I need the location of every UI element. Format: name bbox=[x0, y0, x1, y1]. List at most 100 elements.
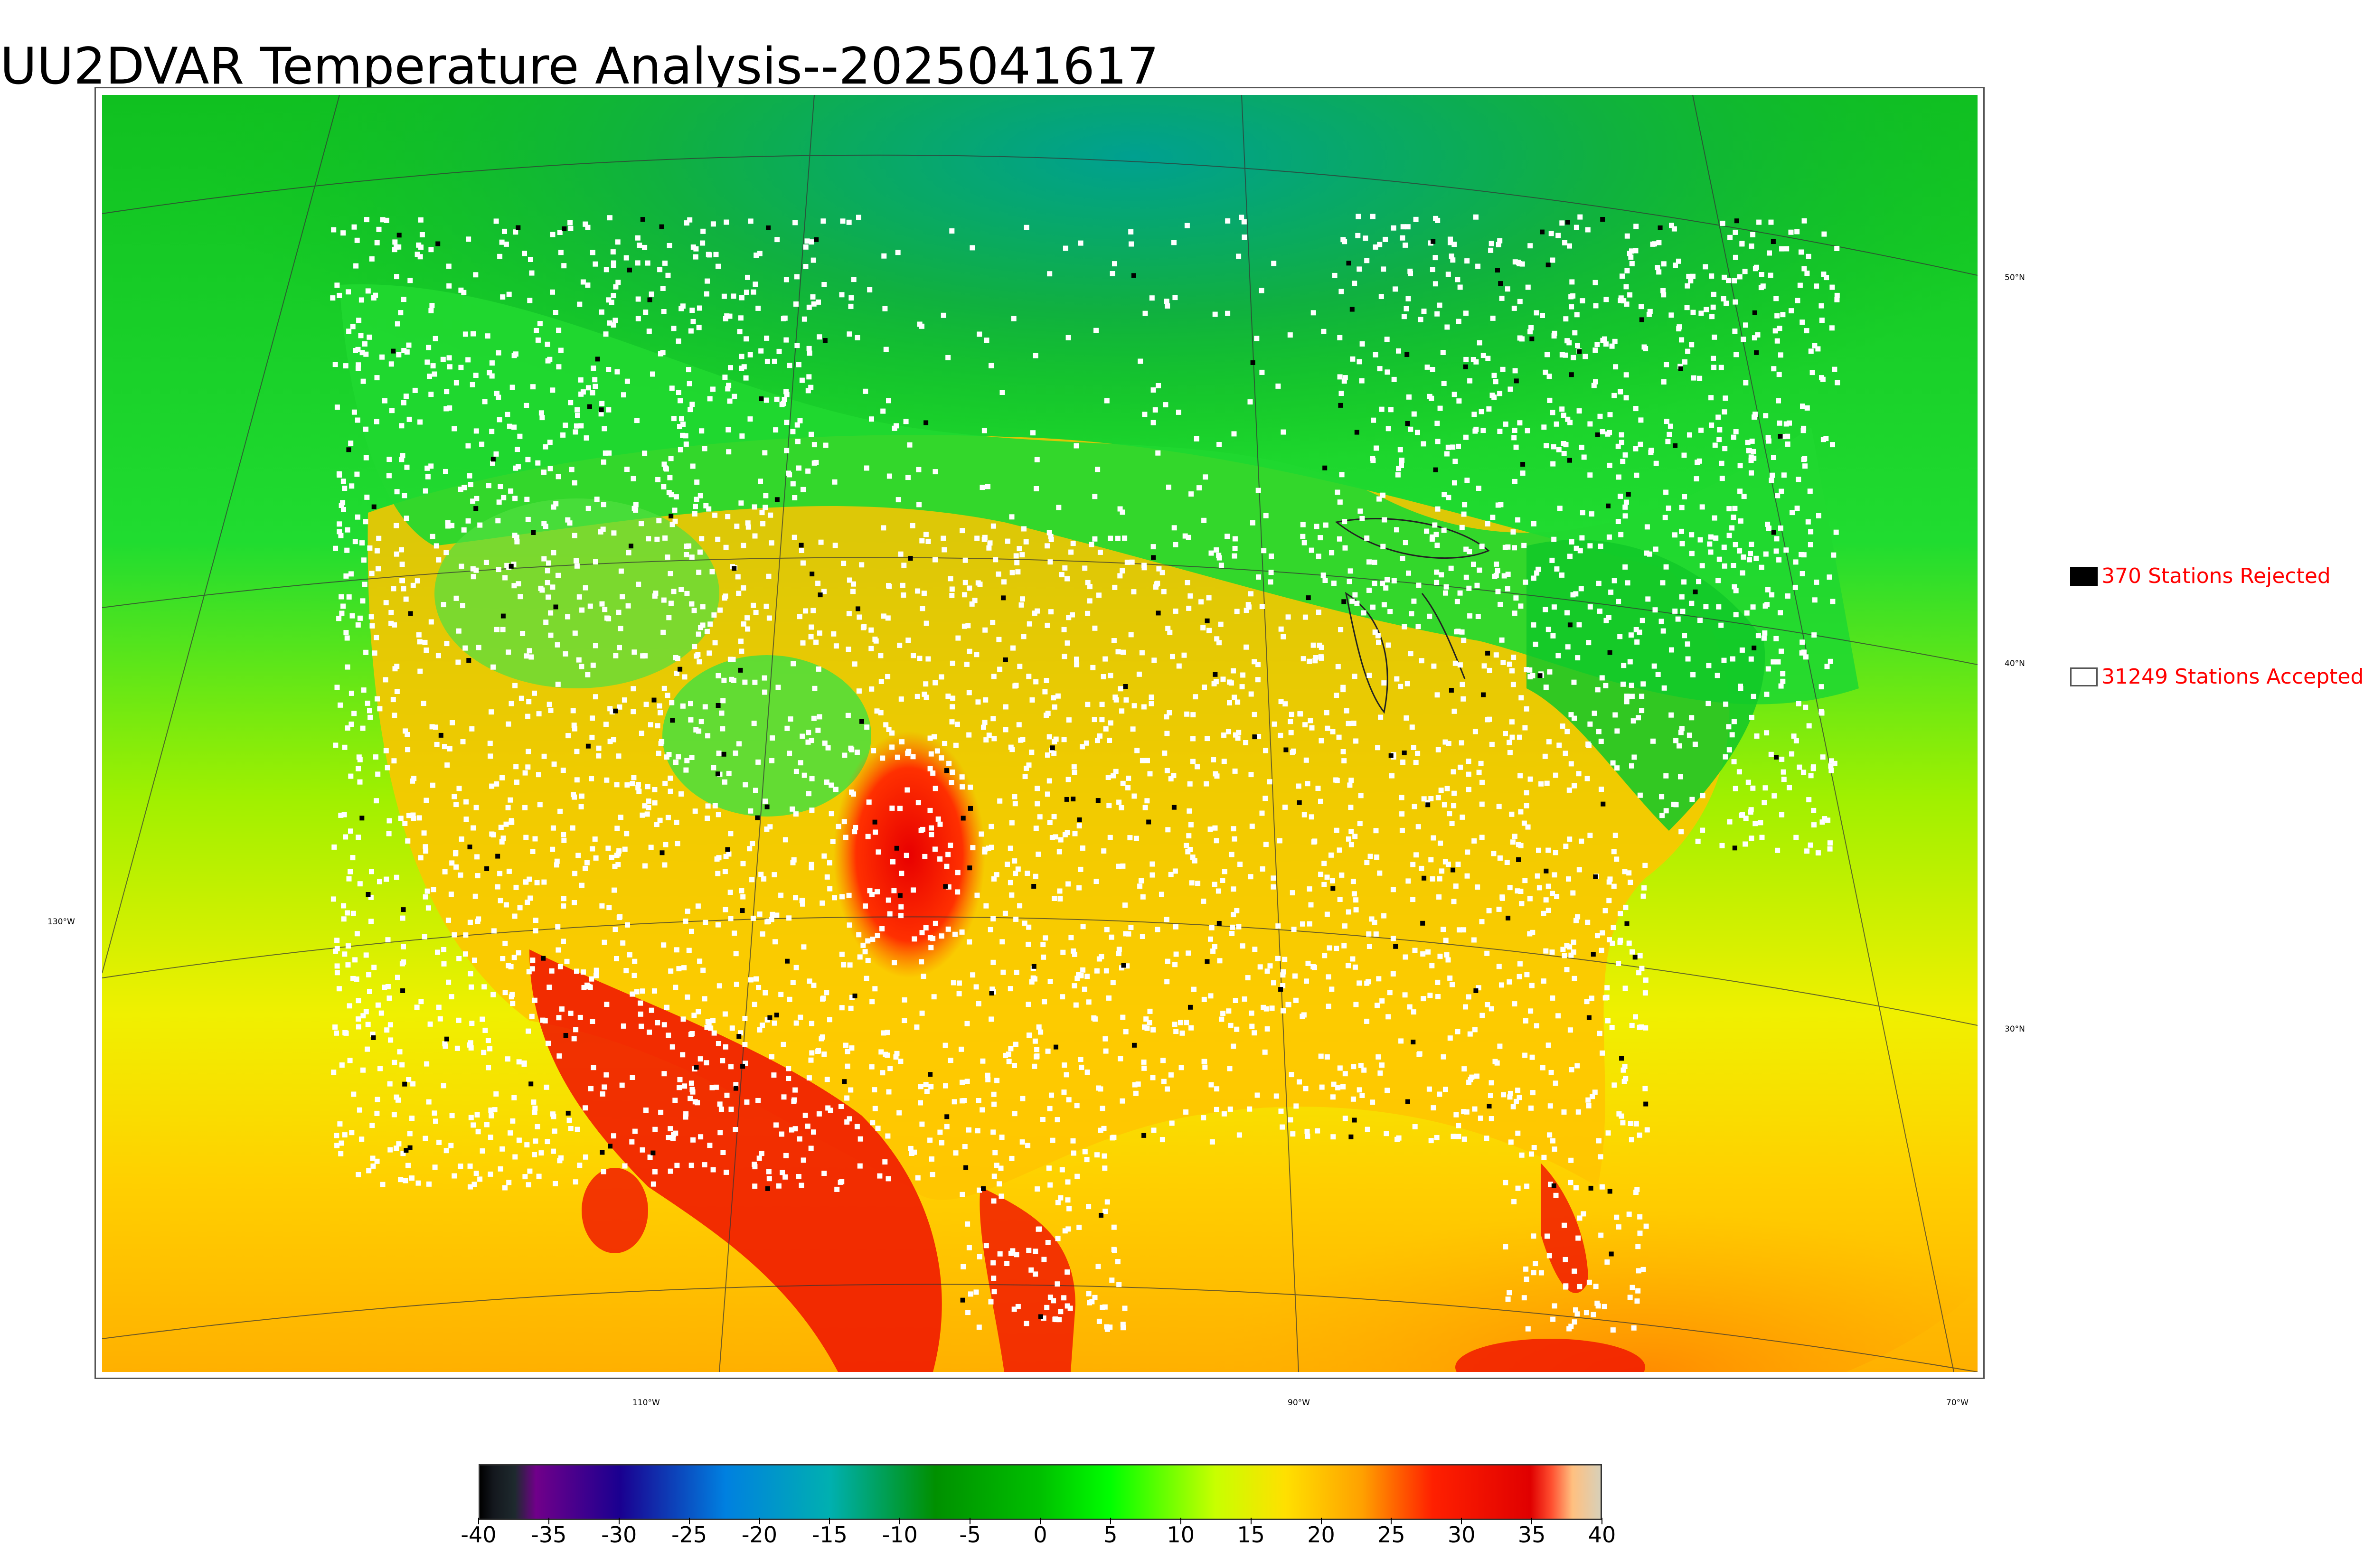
station-accepted bbox=[1085, 702, 1091, 707]
station-accepted bbox=[1068, 935, 1074, 940]
station-accepted bbox=[1046, 530, 1052, 535]
station-accepted bbox=[763, 397, 769, 403]
station-accepted bbox=[1806, 254, 1811, 259]
station-accepted bbox=[611, 293, 616, 299]
station-rejected bbox=[1514, 378, 1519, 384]
station-accepted bbox=[1563, 352, 1568, 358]
station-accepted bbox=[1111, 1247, 1117, 1252]
station-rejected bbox=[736, 1034, 742, 1039]
station-accepted bbox=[1567, 1027, 1573, 1033]
station-accepted bbox=[472, 893, 478, 899]
station-accepted bbox=[845, 713, 851, 718]
station-accepted bbox=[1618, 532, 1624, 537]
station-rejected bbox=[944, 1114, 950, 1119]
station-accepted bbox=[923, 695, 929, 700]
station-accepted bbox=[580, 279, 586, 285]
station-accepted bbox=[1184, 843, 1189, 848]
station-accepted bbox=[1221, 1111, 1227, 1117]
station-accepted bbox=[960, 528, 965, 534]
station-accepted bbox=[1793, 835, 1799, 840]
station-accepted bbox=[585, 506, 591, 511]
temperature-map[interactable] bbox=[102, 95, 1978, 1372]
station-accepted bbox=[1259, 604, 1265, 609]
station-rejected bbox=[694, 1065, 699, 1070]
station-accepted bbox=[1100, 1106, 1105, 1111]
station-accepted bbox=[497, 417, 502, 423]
map-frame[interactable] bbox=[94, 87, 1985, 1379]
station-accepted bbox=[1437, 405, 1443, 411]
station-accepted bbox=[513, 764, 519, 770]
station-accepted bbox=[1792, 584, 1798, 590]
station-accepted bbox=[632, 1128, 638, 1134]
station-accepted bbox=[446, 355, 452, 361]
station-accepted bbox=[418, 217, 424, 223]
station-accepted bbox=[801, 1157, 806, 1163]
station-accepted bbox=[1049, 747, 1055, 753]
station-rejected bbox=[516, 225, 521, 230]
station-accepted bbox=[570, 825, 575, 831]
station-accepted bbox=[353, 263, 359, 269]
station-accepted bbox=[842, 752, 848, 758]
station-accepted bbox=[774, 912, 780, 918]
station-accepted bbox=[992, 1150, 998, 1155]
station-accepted bbox=[852, 661, 857, 667]
station-accepted bbox=[565, 517, 571, 523]
station-accepted bbox=[1619, 432, 1624, 438]
station-accepted bbox=[1434, 580, 1440, 585]
station-rejected bbox=[1156, 610, 1161, 616]
station-accepted bbox=[991, 1276, 997, 1281]
station-accepted bbox=[467, 1163, 473, 1169]
station-accepted bbox=[433, 543, 439, 549]
station-accepted bbox=[1049, 835, 1055, 840]
station-accepted bbox=[1282, 957, 1288, 962]
station-accepted bbox=[1123, 697, 1129, 703]
station-accepted bbox=[423, 1136, 428, 1141]
station-accepted bbox=[405, 1163, 411, 1168]
station-accepted bbox=[1743, 841, 1748, 847]
station-accepted bbox=[1087, 598, 1093, 604]
station-accepted bbox=[1635, 1244, 1641, 1249]
station-accepted bbox=[1400, 760, 1406, 765]
station-accepted bbox=[834, 1186, 840, 1192]
station-accepted bbox=[1008, 986, 1013, 992]
station-accepted bbox=[1547, 1132, 1553, 1138]
station-accepted bbox=[1141, 1059, 1147, 1065]
station-accepted bbox=[797, 418, 803, 423]
station-accepted bbox=[1804, 848, 1810, 854]
station-rejected bbox=[1071, 797, 1076, 802]
station-accepted bbox=[808, 1057, 814, 1063]
station-accepted bbox=[1309, 547, 1314, 553]
station-accepted bbox=[468, 1184, 473, 1190]
station-accepted bbox=[1623, 904, 1629, 910]
station-accepted bbox=[722, 779, 727, 785]
station-accepted bbox=[1147, 1008, 1153, 1014]
station-accepted bbox=[1689, 342, 1695, 347]
station-accepted bbox=[881, 253, 887, 259]
station-accepted bbox=[751, 602, 756, 608]
station-accepted bbox=[1536, 885, 1542, 891]
station-accepted bbox=[1187, 808, 1192, 814]
station-accepted bbox=[1165, 1086, 1170, 1092]
station-accepted bbox=[1575, 343, 1580, 348]
station-accepted bbox=[1804, 271, 1810, 276]
station-accepted bbox=[1819, 318, 1825, 323]
station-accepted bbox=[1008, 880, 1013, 885]
station-accepted bbox=[1161, 1079, 1167, 1084]
station-accepted bbox=[1020, 596, 1025, 602]
station-accepted bbox=[635, 785, 641, 790]
station-accepted bbox=[508, 964, 514, 969]
station-accepted bbox=[1255, 488, 1261, 493]
station-accepted bbox=[1080, 924, 1086, 930]
station-accepted bbox=[1208, 550, 1214, 556]
station-accepted bbox=[902, 1018, 907, 1023]
station-accepted bbox=[839, 292, 845, 298]
station-accepted bbox=[341, 507, 346, 512]
station-accepted bbox=[456, 1017, 462, 1023]
station-accepted bbox=[689, 755, 695, 760]
station-accepted bbox=[1441, 527, 1447, 533]
station-accepted bbox=[1827, 840, 1833, 846]
station-accepted bbox=[1740, 570, 1745, 576]
station-accepted bbox=[1461, 1109, 1467, 1115]
station-accepted bbox=[1263, 842, 1269, 847]
station-accepted bbox=[1292, 973, 1298, 979]
